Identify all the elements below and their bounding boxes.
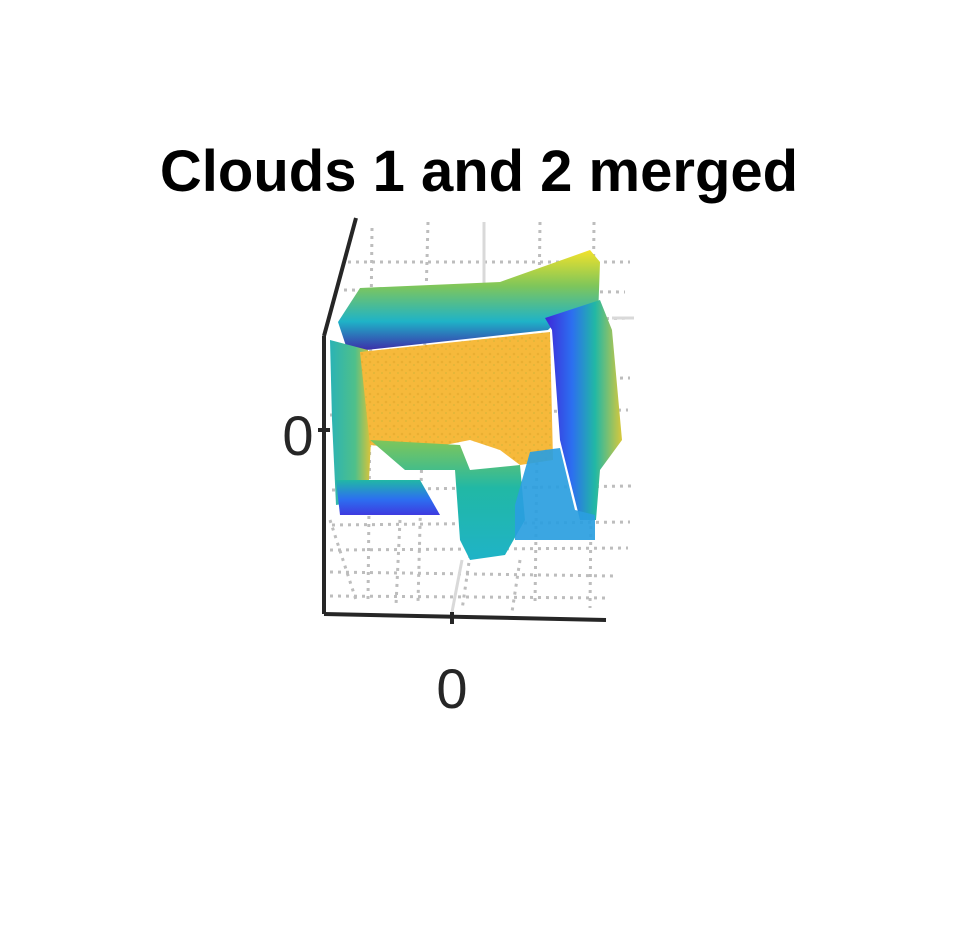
- y-tick-label: 0: [282, 404, 313, 467]
- cloud-left-wall: [330, 340, 372, 505]
- grid-line: [460, 554, 472, 611]
- point-cloud: [330, 250, 622, 560]
- cloud-bottom-wall: [336, 480, 440, 515]
- cloud-top-wall: [338, 250, 600, 352]
- x-axis-line: [323, 612, 607, 622]
- cloud-right-wall: [545, 300, 622, 520]
- cloud-fixture: [515, 448, 595, 540]
- grid-line: [329, 594, 611, 600]
- grid-line: [329, 546, 629, 552]
- grid-line: [510, 559, 522, 613]
- grid-line: [328, 519, 358, 601]
- grid-line: [329, 570, 616, 578]
- cloud-notch-wall: [370, 440, 525, 560]
- grid-line-zero: [450, 559, 464, 613]
- z-axis-line: [322, 217, 358, 337]
- x-tick-label: 0: [436, 657, 467, 720]
- axes: [318, 217, 607, 624]
- chart-title: Clouds 1 and 2 merged: [159, 139, 799, 204]
- grid-line: [394, 519, 402, 606]
- cloud-floor-texture: [360, 332, 553, 465]
